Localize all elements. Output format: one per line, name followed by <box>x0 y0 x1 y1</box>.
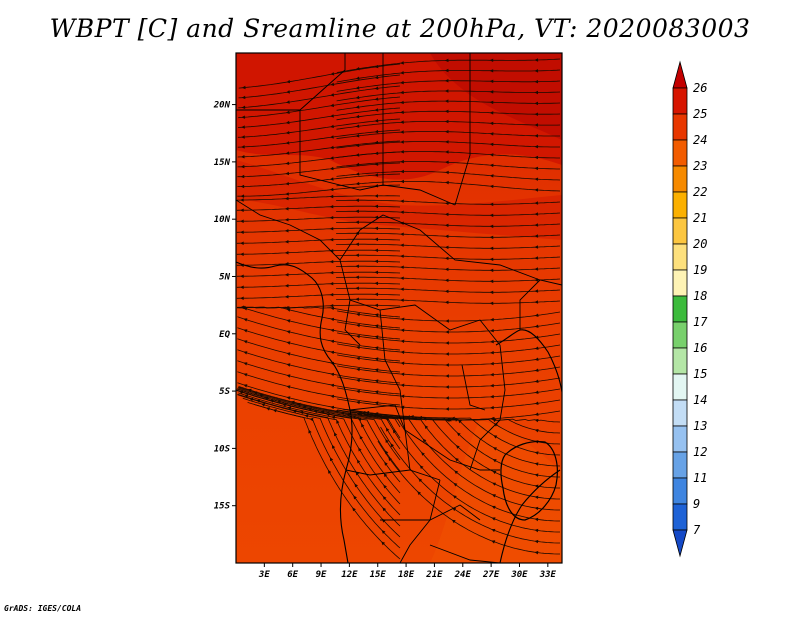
colorbar-label: 21 <box>693 211 707 225</box>
lat-tick-label: 20N <box>213 101 231 111</box>
colorbar-bin <box>672 347 688 375</box>
lat-tick-label: 15N <box>214 158 231 168</box>
colorbar-label: 26 <box>693 81 707 95</box>
lon-tick-label: 21E <box>425 570 443 580</box>
colorbar-label: 16 <box>693 341 707 355</box>
colorbar-bin <box>672 399 688 427</box>
lat-tick-label: 10S <box>214 444 231 454</box>
map-frame <box>235 52 563 564</box>
colorbar-bin <box>672 243 688 271</box>
colorbar-bin <box>672 451 688 479</box>
colorbar-label: 7 <box>693 523 701 537</box>
colorbar-label: 14 <box>693 393 707 407</box>
lon-tick-label: 12E <box>341 570 358 580</box>
lon-tick-label: 24E <box>454 570 472 580</box>
lat-tick-label: 5N <box>219 272 230 282</box>
colorbar-bin <box>672 191 688 219</box>
lon-tick-label: 6E <box>287 570 298 580</box>
colorbar-label: 17 <box>693 315 708 329</box>
colorbar-bin <box>672 295 688 323</box>
lon-tick-label: 33E <box>539 570 557 580</box>
colorbar-bin <box>672 477 688 505</box>
lon-tick-label: 30E <box>510 570 528 580</box>
lon-tick-label: 27E <box>482 570 500 580</box>
colorbar-label: 18 <box>693 289 707 303</box>
colorbar-label: 24 <box>693 133 707 147</box>
colorbar-bin <box>672 503 688 531</box>
colorbar-label: 9 <box>693 497 700 511</box>
colorbar-label: 22 <box>693 185 707 199</box>
colorbar-bin <box>672 217 688 245</box>
colorbar-bin <box>672 139 688 167</box>
lat-tick-label: 15S <box>214 502 231 512</box>
colorbar-bin <box>672 321 688 349</box>
colorbar-label: 25 <box>693 107 707 121</box>
colorbar-label: 20 <box>693 237 707 251</box>
grads-credit: GrADS: IGES/COLA <box>4 604 82 613</box>
colorbar-bin <box>672 87 688 115</box>
colorbar-bin <box>672 113 688 141</box>
lat-tick-label: 10N <box>214 215 231 225</box>
colorbar-label: 11 <box>693 471 707 485</box>
lon-tick-label: 9E <box>316 570 327 580</box>
colorbar-bin <box>672 529 688 558</box>
colorbar-bin <box>672 269 688 297</box>
lat-tick-label: EQ <box>219 330 230 340</box>
colorbar-bin <box>672 373 688 401</box>
colorbar-bin <box>672 60 688 89</box>
colorbar: 26 25 24 23 22 21 20 19 18 17 16 15 14 13 12 11 9 7 <box>672 60 708 558</box>
lon-tick-label: 3E <box>258 570 270 580</box>
country-borders <box>236 53 562 563</box>
lat-tick-label: 5S <box>219 387 230 397</box>
lon-tick-label: 18E <box>398 570 415 580</box>
latitude-axis: 20N 15N 10N 5N EQ 5S 10S 15S <box>213 101 236 512</box>
colorbar-label: 15 <box>693 367 707 381</box>
longitude-axis: 3E 6E 9E 12E 15E 18E 21E 24E 27E 30E 33E <box>258 563 557 580</box>
colorbar-label: 19 <box>693 263 707 277</box>
colorbar-bin <box>672 425 688 453</box>
colorbar-bin <box>672 165 688 193</box>
colorbar-label: 13 <box>693 419 707 433</box>
chart-title: WBPT [C] and Sreamline at 200hPa, VT: 20… <box>49 14 751 43</box>
colorbar-label: 12 <box>693 445 707 459</box>
colorbar-label: 23 <box>693 159 707 173</box>
wbpt-high-region-northeast <box>430 53 562 140</box>
wbpt-high-region-sahel <box>236 160 562 240</box>
lon-tick-label: 15E <box>370 570 387 580</box>
